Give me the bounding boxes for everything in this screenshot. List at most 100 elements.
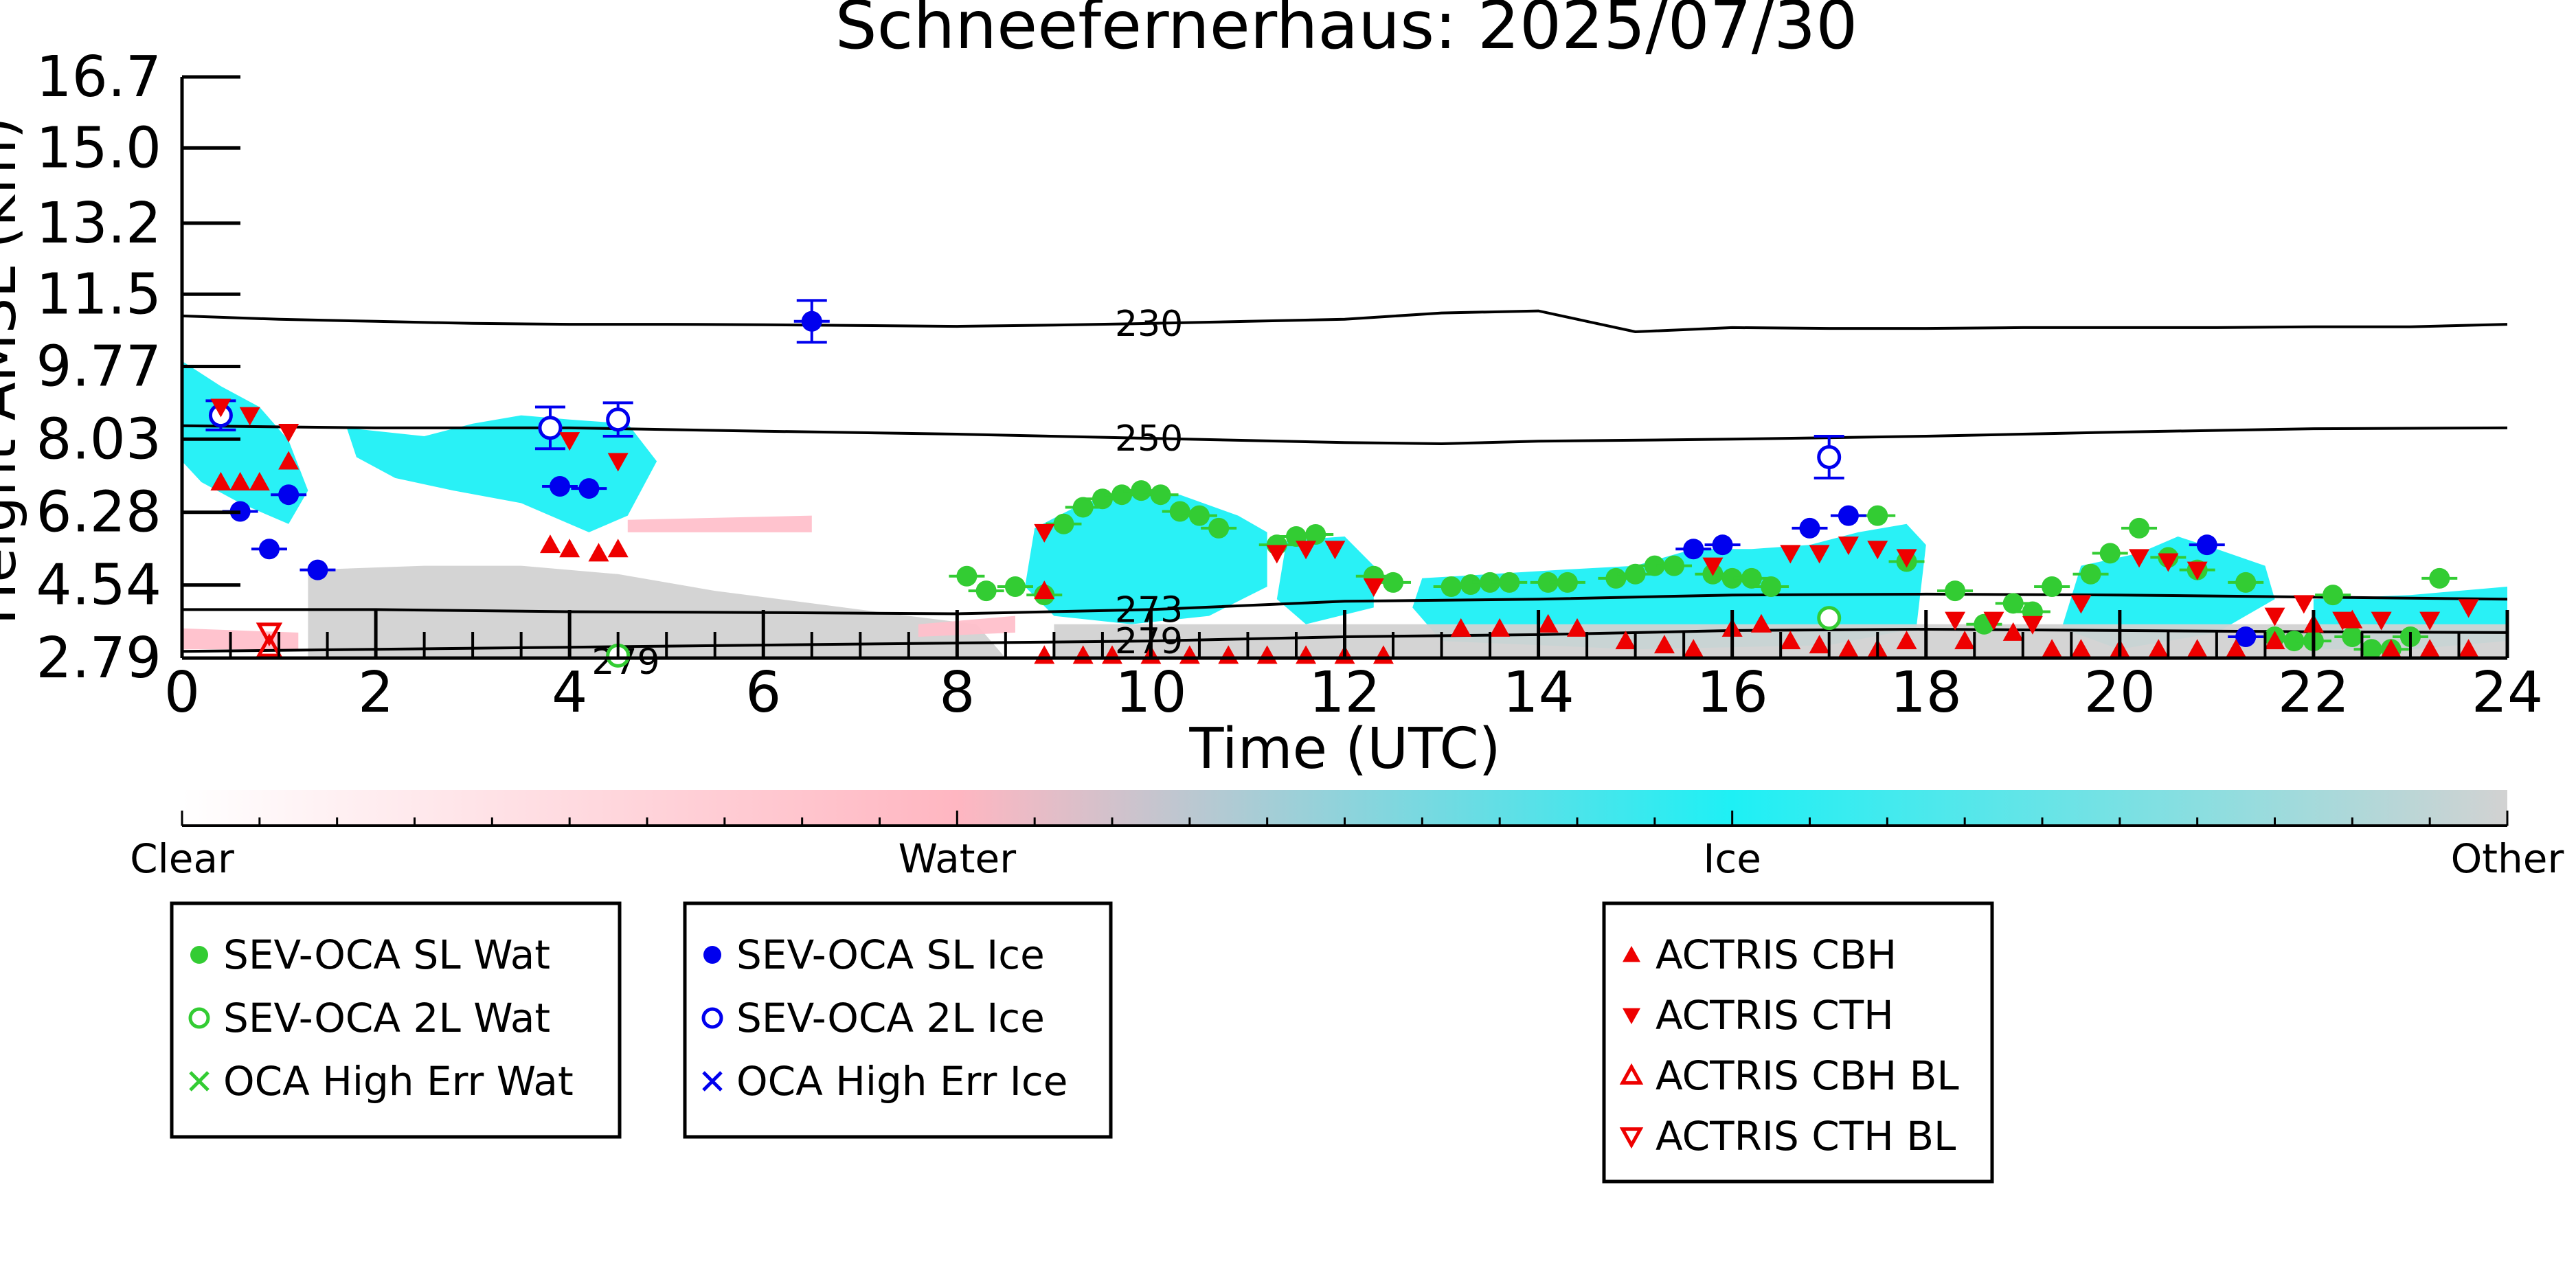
colorbar-label: Ice bbox=[1703, 835, 1761, 882]
data-point bbox=[559, 539, 580, 558]
data-point bbox=[2099, 543, 2121, 564]
legend: SEV-OCA SL Wat SEV-OCA 2L Wat OCA High Err… bbox=[170, 901, 1994, 1184]
data-point bbox=[1945, 580, 1966, 602]
data-point bbox=[1867, 505, 1888, 526]
data-point bbox=[1450, 618, 1471, 637]
data-point bbox=[2070, 595, 2092, 614]
data-point bbox=[1296, 541, 1317, 560]
data-point bbox=[1615, 631, 1636, 650]
data-point bbox=[1838, 505, 1859, 526]
y-tick-label: 15.0 bbox=[36, 115, 161, 181]
data-point bbox=[2080, 563, 2101, 585]
data-point bbox=[1072, 497, 1094, 518]
data-point bbox=[1537, 613, 1559, 633]
y-tick-label: 6.28 bbox=[36, 480, 161, 545]
data-point bbox=[1460, 574, 1481, 595]
data-point bbox=[539, 534, 561, 554]
data-point bbox=[2264, 607, 2285, 626]
data-point bbox=[1169, 501, 1190, 522]
data-point bbox=[2283, 631, 2305, 652]
x-tick-label: 2 bbox=[358, 660, 394, 725]
data-point bbox=[606, 407, 631, 432]
data-point bbox=[1188, 505, 1210, 526]
y-axis-title: Height AMSL (km) bbox=[0, 117, 29, 624]
legend-marker bbox=[189, 1071, 210, 1092]
data-point bbox=[2419, 639, 2441, 658]
x-tick-label: 14 bbox=[1502, 660, 1574, 725]
legend-label: OCA High Err Ice bbox=[736, 1058, 1067, 1105]
data-point bbox=[278, 451, 300, 470]
colorbar-label: Clear bbox=[130, 835, 234, 882]
data-point bbox=[2129, 549, 2150, 568]
legend-label: ACTRIS CTH bbox=[1656, 992, 1894, 1039]
data-point bbox=[2380, 639, 2402, 658]
data-point bbox=[1712, 534, 1733, 556]
data-point bbox=[1644, 555, 1665, 576]
phase-region-ice bbox=[1276, 536, 1374, 624]
y-tick-label: 8.03 bbox=[36, 407, 161, 472]
phase-region-water bbox=[182, 628, 299, 650]
plot-area: 2302502732792790246810121416182022242.79… bbox=[36, 45, 2543, 725]
data-point bbox=[210, 471, 231, 490]
phase-colorbar: Clear Water Ice Other bbox=[130, 790, 2564, 882]
data-point bbox=[2022, 615, 2043, 635]
data-point bbox=[278, 484, 300, 506]
data-point bbox=[2129, 517, 2150, 539]
series-sev-oca-sl-wat bbox=[949, 480, 2458, 660]
data-point bbox=[607, 539, 629, 558]
legend-label: SEV-OCA 2L Wat bbox=[223, 995, 550, 1041]
data-point bbox=[2187, 639, 2208, 658]
data-point bbox=[2342, 626, 2363, 647]
data-point bbox=[1480, 572, 1501, 593]
data-point bbox=[1817, 606, 1842, 631]
legend-marker bbox=[701, 1007, 723, 1029]
data-point bbox=[2419, 611, 2441, 631]
x-tick-label: 6 bbox=[745, 660, 781, 725]
data-point bbox=[1150, 484, 1171, 506]
legend-box-2: SEV-OCA SL Ice SEV-OCA 2L Ice OCA High Err… bbox=[683, 901, 1113, 1139]
data-point bbox=[550, 476, 571, 497]
data-point bbox=[1131, 480, 1152, 501]
data-point bbox=[1983, 611, 2004, 631]
colorbar-label: Water bbox=[899, 835, 1017, 882]
legend-marker bbox=[702, 1071, 723, 1092]
data-point bbox=[1266, 545, 1287, 564]
series-sev-oca-2l-ice bbox=[208, 403, 1842, 469]
legend-frame bbox=[683, 901, 1113, 1139]
data-point bbox=[2002, 593, 2024, 614]
data-point bbox=[1383, 572, 1404, 593]
phase-region-ice bbox=[346, 415, 657, 532]
legend-marker bbox=[1619, 1063, 1644, 1085]
legend-frame bbox=[170, 901, 622, 1139]
data-point bbox=[1750, 613, 1772, 633]
data-point bbox=[278, 423, 300, 442]
data-point bbox=[1683, 639, 1704, 658]
data-point bbox=[607, 453, 629, 472]
data-point bbox=[2148, 639, 2169, 658]
data-point bbox=[1489, 618, 1511, 637]
data-point bbox=[1817, 444, 1842, 469]
legend-marker bbox=[1623, 946, 1640, 962]
data-point bbox=[1702, 557, 1724, 576]
legend-label: ACTRIS CBH bbox=[1656, 931, 1897, 978]
legend-label: ACTRIS CBH BL bbox=[1656, 1052, 1959, 1099]
data-point bbox=[1896, 549, 1917, 568]
x-tick-label: 18 bbox=[1890, 660, 1962, 725]
data-point bbox=[2342, 609, 2363, 629]
data-point bbox=[2158, 553, 2179, 572]
data-point bbox=[256, 622, 283, 647]
data-point bbox=[2226, 639, 2247, 658]
data-point bbox=[2332, 611, 2353, 631]
data-point bbox=[2187, 561, 2208, 580]
data-point bbox=[2293, 595, 2314, 614]
x-tick-label: 0 bbox=[164, 660, 200, 725]
data-point bbox=[1780, 545, 1801, 564]
data-point bbox=[1034, 645, 1055, 664]
data-point bbox=[801, 310, 822, 332]
data-point bbox=[1664, 555, 1685, 576]
legend-frame bbox=[1602, 901, 1994, 1184]
data-point bbox=[2264, 631, 2285, 650]
legend-label: OCA High Err Wat bbox=[223, 1058, 574, 1105]
y-tick-label: 13.2 bbox=[36, 191, 161, 256]
data-point bbox=[256, 633, 283, 657]
